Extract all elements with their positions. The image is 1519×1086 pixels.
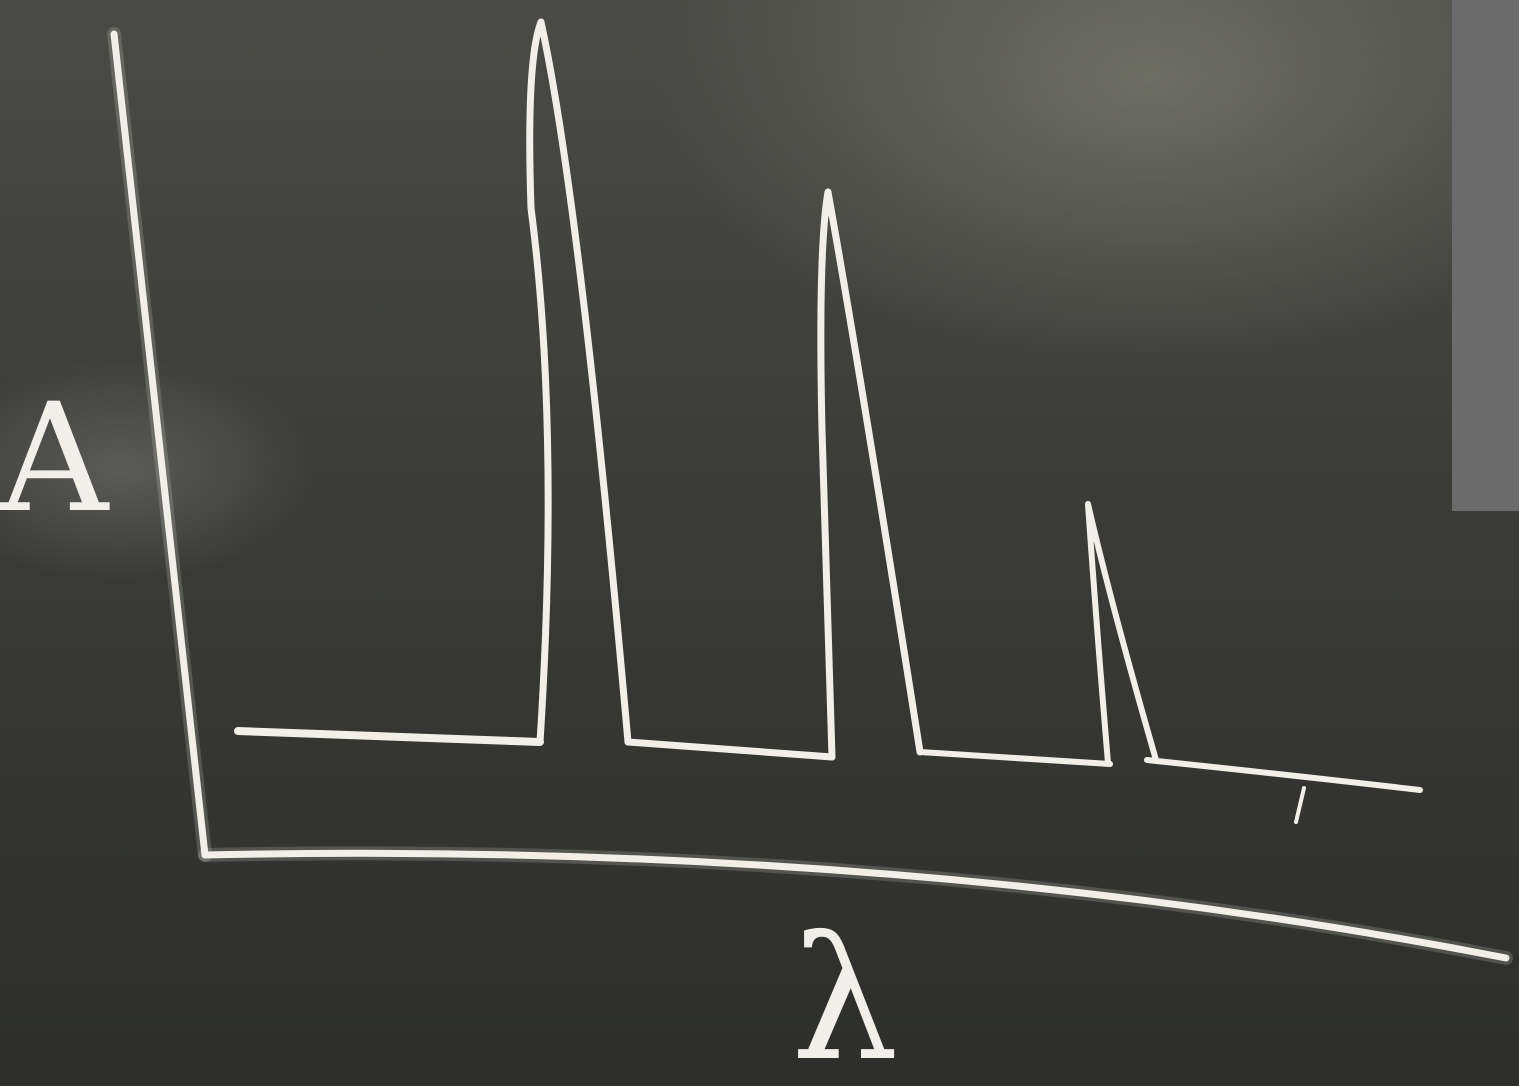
- baseline-segment-1: [234, 727, 544, 746]
- gray-panel: [1452, 0, 1519, 511]
- y-axis: [110, 30, 209, 859]
- baseline-segment-3: [917, 749, 1113, 767]
- peak-3: [1085, 501, 1159, 766]
- y-axis-label: A: [0, 372, 110, 546]
- tick-mark: [1294, 786, 1306, 824]
- baseline-segment-4: [1144, 757, 1423, 793]
- x-axis: [201, 849, 1510, 962]
- peak-1: [526, 18, 632, 746]
- x-axis-label: λ: [791, 901, 899, 1086]
- peak-2: [817, 188, 924, 761]
- baseline-segment-2: [624, 738, 836, 761]
- spectrum-trace: [234, 18, 1423, 824]
